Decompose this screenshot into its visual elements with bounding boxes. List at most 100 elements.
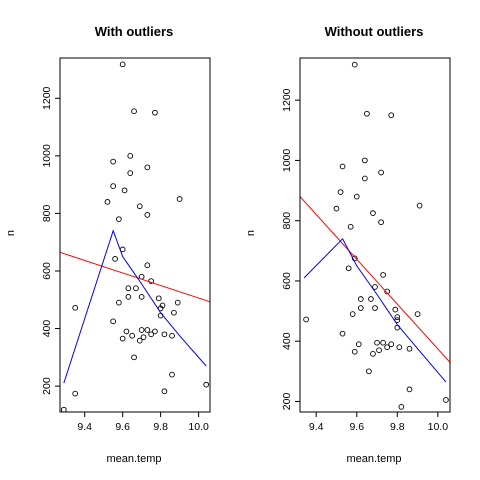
x-tick-label: 10.0	[188, 421, 209, 433]
plot-frame	[300, 58, 450, 412]
data-point	[124, 329, 129, 334]
data-point	[395, 315, 400, 320]
data-point	[362, 176, 367, 181]
data-point	[128, 153, 133, 158]
y-tick-label: 400	[41, 320, 53, 338]
data-point	[177, 197, 182, 202]
data-point	[407, 387, 412, 392]
data-point	[126, 286, 131, 291]
data-point	[379, 220, 384, 225]
panel-without-outliers: Without outliers mean.temp n 9.4 9.6 9.8 10…	[245, 24, 450, 465]
data-point	[415, 312, 420, 317]
y-axis-label: n	[5, 230, 17, 236]
data-point	[338, 190, 343, 195]
data-point	[73, 391, 78, 396]
data-point	[407, 346, 412, 351]
x-axis-label: mean.temp	[346, 453, 401, 465]
red-fit-line	[300, 197, 450, 363]
data-point	[399, 404, 404, 409]
data-point	[379, 170, 384, 175]
data-point	[397, 345, 402, 350]
data-point	[371, 351, 376, 356]
data-point	[61, 407, 66, 412]
data-point	[381, 340, 386, 345]
data-point	[358, 297, 363, 302]
x-tick-label: 9.8	[390, 421, 405, 433]
data-point	[348, 224, 353, 229]
data-point	[116, 300, 121, 305]
data-point	[340, 331, 345, 336]
data-point	[373, 306, 378, 311]
data-point	[153, 110, 158, 115]
data-point	[139, 328, 144, 333]
y-tick-label: 800	[281, 212, 293, 230]
data-point	[111, 184, 116, 189]
data-point	[381, 273, 386, 278]
x-tick-label: 9.6	[349, 421, 364, 433]
data-point	[377, 348, 382, 353]
data-point	[134, 286, 139, 291]
data-point	[346, 266, 351, 271]
data-point	[364, 111, 369, 116]
data-point	[120, 62, 125, 67]
data-point	[111, 319, 116, 324]
chart-title: Without outliers	[325, 24, 424, 39]
y-tick-label: 1200	[41, 86, 53, 110]
data-point	[128, 171, 133, 176]
data-point	[73, 305, 78, 310]
y-tick-label: 1000	[41, 144, 53, 168]
plot-frame	[60, 58, 210, 412]
data-point	[175, 300, 180, 305]
data-point	[153, 329, 158, 334]
data-point	[170, 333, 175, 338]
data-point	[145, 165, 150, 170]
data-point	[204, 382, 209, 387]
data-point	[362, 158, 367, 163]
data-point	[158, 313, 163, 318]
y-tick-label: 200	[41, 377, 53, 395]
data-point	[350, 312, 355, 317]
x-tick-label: 9.8	[153, 421, 168, 433]
y-tick-label: 800	[41, 205, 53, 223]
data-point	[116, 217, 121, 222]
data-point	[120, 336, 125, 341]
data-point	[105, 200, 110, 205]
data-point	[417, 203, 422, 208]
data-point	[126, 294, 131, 299]
data-point	[132, 109, 137, 114]
data-point	[367, 369, 372, 374]
data-point	[444, 398, 449, 403]
data-point	[122, 188, 127, 193]
x-tick-label: 9.4	[309, 421, 324, 433]
x-tick-label: 9.6	[115, 421, 130, 433]
red-fit-line	[60, 252, 210, 301]
data-point	[369, 297, 374, 302]
chart-title: With outliers	[95, 24, 174, 39]
y-tick-label: 400	[281, 332, 293, 350]
panel-with-outliers: With outliers mean.temp n 9.4 9.6 9.8 10.0 2…	[5, 24, 210, 465]
data-point	[356, 342, 361, 347]
data-point	[132, 355, 137, 360]
data-point	[111, 159, 116, 164]
x-axis-label: mean.temp	[106, 453, 161, 465]
data-point	[340, 164, 345, 169]
data-point	[334, 206, 339, 211]
tick-group: 9.4 9.6 9.8 10.0 200 400 600 800 1000 1200	[281, 88, 448, 433]
x-tick-label: 9.4	[77, 421, 92, 433]
data-point	[304, 317, 309, 322]
data-point	[354, 194, 359, 199]
y-axis-label: n	[245, 230, 257, 236]
data-point	[139, 294, 144, 299]
data-point	[371, 211, 376, 216]
x-tick-label: 10.0	[428, 421, 449, 433]
y-tick-label: 600	[41, 262, 53, 280]
data-point	[358, 306, 363, 311]
data-point	[113, 256, 118, 261]
data-point	[162, 332, 167, 337]
data-point	[145, 328, 150, 333]
y-tick-label: 1000	[281, 149, 293, 173]
data-point	[375, 340, 380, 345]
data-point	[172, 310, 177, 315]
mark-group	[60, 62, 210, 412]
data-point	[162, 389, 167, 394]
